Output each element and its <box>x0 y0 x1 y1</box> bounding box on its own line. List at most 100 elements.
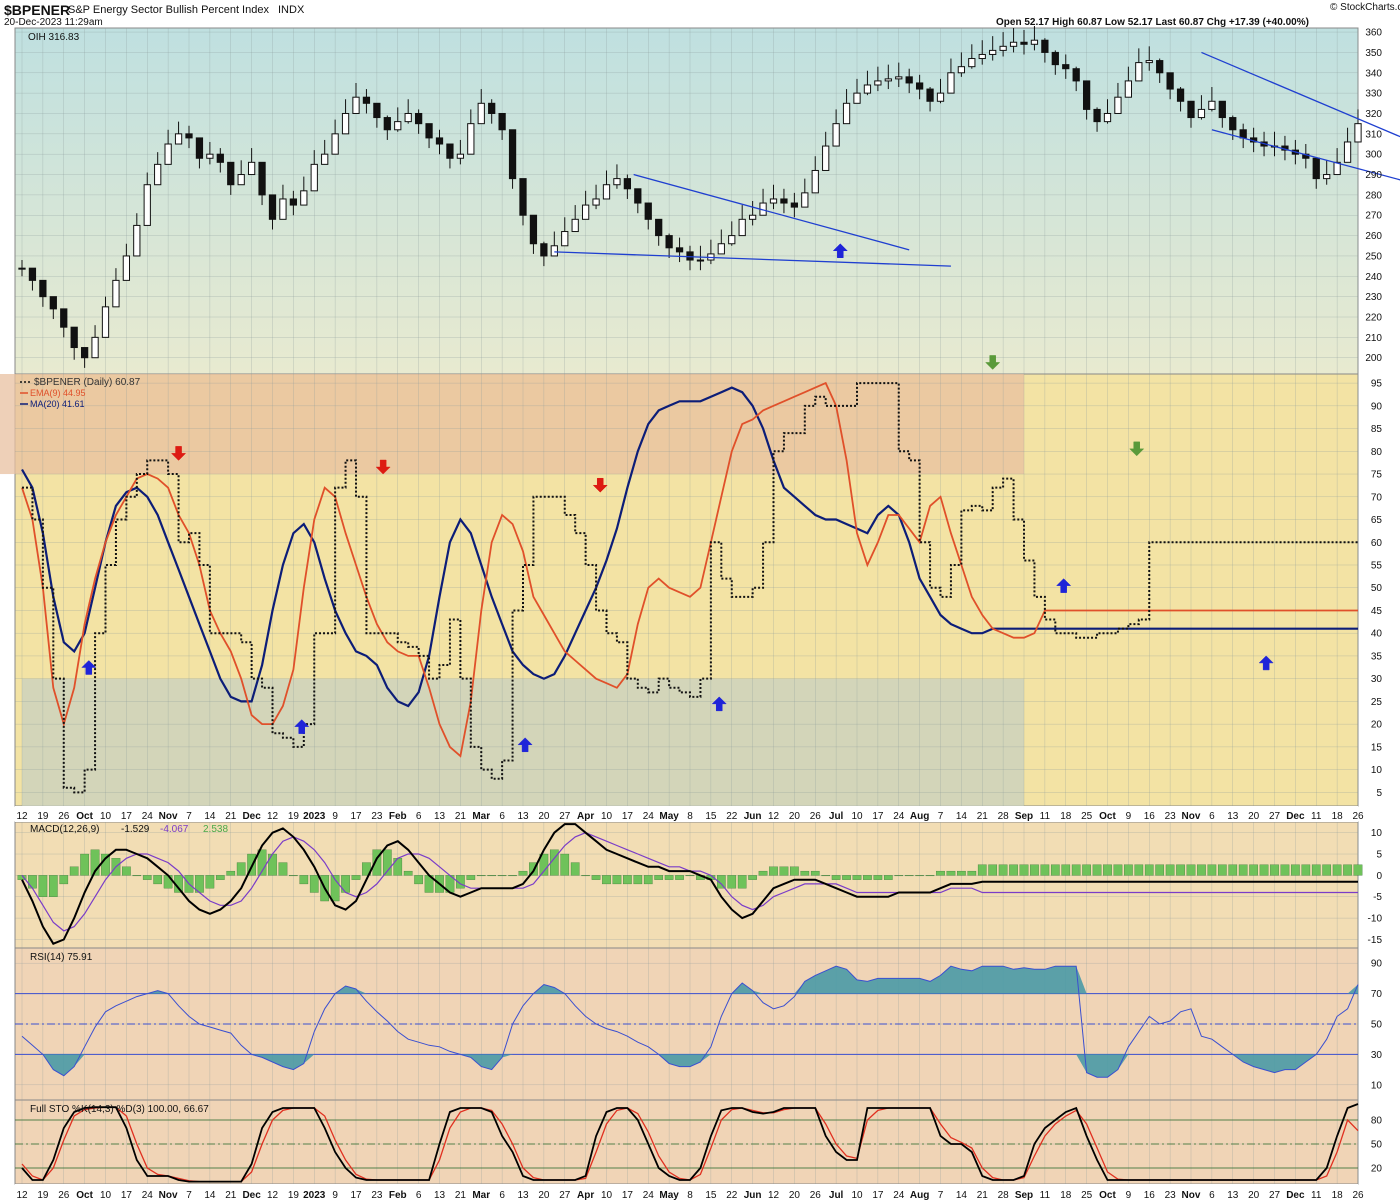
x-tick-label: 26 <box>58 811 70 822</box>
candle-body <box>581 204 590 220</box>
sto-k-line <box>21 1103 1359 1183</box>
y-tick-label: 20 <box>1371 720 1383 731</box>
x-tick-label: 17 <box>622 1190 634 1201</box>
x-tick-label: 20 <box>538 1190 550 1201</box>
x-tick-label: 11 <box>1040 811 1051 822</box>
x-tick-label: 20 <box>1248 811 1260 822</box>
macd-hist-bar <box>1207 864 1217 876</box>
macd-hist-bar <box>372 849 382 876</box>
y-tick-label: 80 <box>1371 1116 1383 1127</box>
macd-hist-bar <box>988 864 998 876</box>
candle-body <box>717 243 725 255</box>
signal-arrow-up <box>1056 578 1072 593</box>
candle-body <box>1187 100 1195 119</box>
x-tick-label: 13 <box>434 811 446 822</box>
candle-body <box>237 174 245 186</box>
candle-body <box>644 202 652 220</box>
candle-body <box>947 72 955 94</box>
candle-body <box>206 153 214 159</box>
candle-body <box>957 66 966 74</box>
candle-body <box>686 251 694 261</box>
candle-body <box>352 96 360 114</box>
x-tick-label: Dec <box>242 1190 261 1201</box>
x-tick-label: 24 <box>142 811 154 822</box>
y-tick-label: -5 <box>1373 892 1382 903</box>
macd-signal-value: -4.067 <box>160 824 189 835</box>
candle-body <box>1343 141 1352 163</box>
macd-hist-bar <box>205 875 215 889</box>
candle-body <box>822 145 830 171</box>
candle-body <box>39 279 47 298</box>
grid <box>15 28 1359 1184</box>
macd-hist-bar <box>998 864 1008 876</box>
rsi-overbought-fill <box>22 966 1358 994</box>
x-tick-label: 10 <box>851 1190 863 1201</box>
x-tick-label: Feb <box>389 1190 407 1201</box>
macd-hist-bar <box>915 875 924 877</box>
candle-body <box>70 326 78 349</box>
y-tick-label: 95 <box>1371 379 1383 390</box>
macd-hist-bar <box>1009 864 1018 876</box>
macd-hist-bar <box>779 866 789 876</box>
macd-hist-bar <box>69 866 79 876</box>
x-tick-label: Apr <box>577 811 594 822</box>
candle-body <box>258 161 266 196</box>
candle-body <box>362 96 371 104</box>
macd-hist-bar <box>1165 864 1175 876</box>
x-tick-label: 9 <box>332 811 338 822</box>
macd-hist-bar <box>1291 864 1300 876</box>
stockcharts-credit: © StockCharts.com <box>1330 2 1400 13</box>
candle-body <box>467 123 475 155</box>
candle-body <box>195 137 204 159</box>
macd-hist-bar <box>894 875 904 877</box>
y-tick-label: 15 <box>1371 742 1383 753</box>
macd-hist-bar <box>936 870 945 876</box>
x-tick-label: 15 <box>705 811 717 822</box>
macd-hist-bar <box>685 875 695 877</box>
macd-hist-bar <box>863 875 872 880</box>
macd-hist-bar <box>946 870 956 876</box>
candle-body <box>811 169 819 194</box>
xaxis-strip-2 <box>15 1184 1358 1204</box>
candle-body <box>247 161 256 176</box>
price-panel-bg <box>14 27 1359 375</box>
candle-body <box>1041 39 1049 53</box>
signal-arrow-up <box>832 243 848 258</box>
x-tick-label: 14 <box>956 1190 968 1201</box>
x-tick-label: 10 <box>851 811 863 822</box>
y-tick-label: 65 <box>1371 515 1383 526</box>
x-tick-label: Nov <box>1182 811 1201 822</box>
y-tick-label: 320 <box>1365 109 1382 120</box>
candle-body <box>1333 161 1341 176</box>
candle-body <box>289 198 298 206</box>
x-tick-label: May <box>659 811 679 822</box>
bpi-panel-title: $BPENER (Daily) 60.87 <box>34 377 141 388</box>
macd-hist-bar <box>1259 864 1269 876</box>
x-tick-label: Mar <box>472 811 490 822</box>
x-tick-label: 12 <box>16 1190 28 1201</box>
candle-body <box>456 153 465 159</box>
candle-body <box>310 163 318 192</box>
candle-body <box>1239 129 1247 139</box>
macd-hist-bar <box>28 875 37 889</box>
x-tick-label: Oct <box>1099 1190 1116 1201</box>
x-tick-label: 10 <box>601 1190 613 1201</box>
x-tick-label: 22 <box>726 1190 738 1201</box>
macd-hist-bar <box>623 875 632 885</box>
macd-hist-bar <box>309 875 319 893</box>
x-tick-label: 13 <box>517 1190 529 1201</box>
macd-hist-bar <box>967 870 977 876</box>
x-tick-label: 14 <box>204 1190 216 1201</box>
x-tick-label: 19 <box>288 811 300 822</box>
candle-body <box>279 198 287 220</box>
candle-body <box>1093 108 1101 123</box>
macd-hist-bar <box>17 875 27 880</box>
y-tick-label: 260 <box>1365 231 1382 242</box>
candle-body <box>1354 123 1362 143</box>
macd-hist-bar <box>1030 864 1039 876</box>
macd-hist-bar <box>821 875 831 877</box>
y-tick-label: 230 <box>1365 292 1382 303</box>
x-tick-label: Dec <box>1286 811 1305 822</box>
macd-hist-bar <box>1103 864 1112 876</box>
candle-body <box>1020 41 1028 45</box>
